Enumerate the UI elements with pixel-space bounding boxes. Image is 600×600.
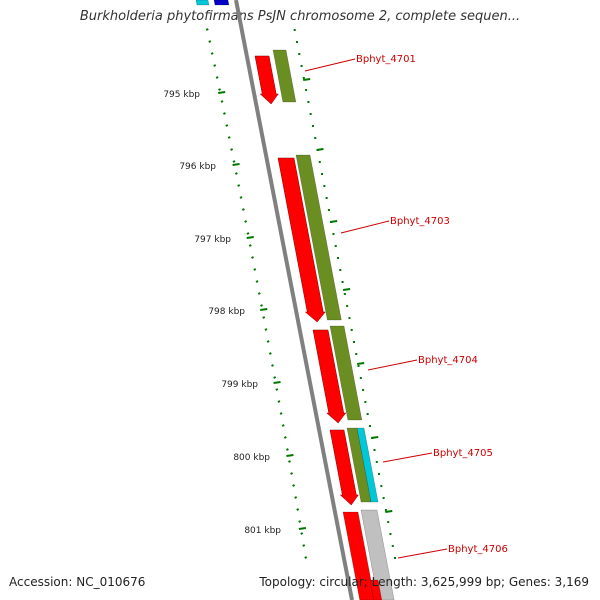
gene-features [195, 0, 395, 600]
minor-tick [292, 484, 296, 487]
minor-tick [208, 40, 212, 43]
gene-label-bphyt-4705[interactable]: Bphyt_4705 [433, 448, 493, 459]
minor-tick [244, 220, 248, 223]
minor-tick [246, 232, 250, 235]
minor-tick [222, 112, 226, 115]
minor-tick [279, 412, 283, 415]
minor-tick [251, 256, 254, 259]
major-tick [342, 288, 351, 291]
minor-tick [220, 100, 224, 103]
minor-tick [232, 160, 236, 163]
backbone-path [234, 0, 354, 600]
minor-tick [285, 448, 289, 451]
minor-tick [253, 268, 257, 271]
genome-summary-text: Topology: circular; Length: 3,625,999 bp… [259, 575, 589, 589]
major-tick [246, 236, 254, 239]
ruler-label-800: 800 kbp [233, 453, 270, 463]
ruler-label-799: 799 kbp [221, 380, 258, 390]
gene-arrow-bphyt-4703 [277, 157, 326, 323]
major-tick [385, 510, 393, 513]
feature-teal-top [195, 0, 210, 6]
gene-bar-bphyt-4706 [342, 511, 375, 600]
major-tick [298, 527, 307, 530]
ruler-label-798: 798 kbp [208, 307, 245, 317]
minor-tick [275, 388, 279, 391]
gene-arrow-bphyt-4701 [254, 55, 279, 105]
minor-tick [227, 136, 231, 139]
leader-line [367, 359, 418, 371]
accession-text: Accession: NC_010676 [9, 575, 146, 589]
major-tick [232, 163, 240, 166]
ruler-label-801: 801 kbp [244, 526, 281, 536]
gene-arrow-bphyt-4705 [329, 429, 359, 506]
minor-tick [288, 460, 291, 463]
minor-tick [283, 436, 287, 439]
minor-tick [281, 424, 285, 427]
feature-red-bottom [369, 579, 383, 600]
minor-tick [300, 532, 304, 535]
gene-label-bphyt-4703[interactable]: Bphyt_4703 [390, 216, 450, 227]
leader-line [397, 548, 448, 559]
leader-line [340, 220, 390, 234]
leader-line [382, 452, 433, 463]
minor-tick [262, 316, 266, 319]
minor-tick [266, 340, 270, 343]
minor-tick [294, 496, 298, 499]
leader-line [304, 58, 356, 72]
major-tick [273, 381, 281, 384]
minor-tick [248, 244, 252, 247]
major-tick [371, 436, 379, 439]
minor-tick [210, 52, 214, 55]
minor-tick [298, 520, 302, 523]
gene-label-bphyt-4706[interactable]: Bphyt_4706 [448, 544, 508, 555]
minor-tick [230, 148, 234, 151]
minor-tick [215, 76, 219, 79]
major-tick [316, 148, 324, 151]
minor-tick [225, 124, 229, 127]
minor-tick [205, 28, 209, 31]
minor-tick [241, 208, 245, 211]
ruler-ticks [205, 28, 397, 559]
feature-blue-top [213, 0, 230, 6]
minor-tick [234, 172, 238, 175]
major-tick [260, 308, 268, 311]
ruler-label-796: 796 kbp [179, 162, 216, 172]
gene-label-bphyt-4704[interactable]: Bphyt_4704 [418, 355, 478, 366]
minor-tick [277, 400, 281, 403]
gene-label-bphyt-4701[interactable]: Bphyt_4701 [356, 54, 416, 65]
minor-tick [271, 364, 274, 367]
minor-tick [257, 292, 261, 295]
major-tick [218, 91, 226, 94]
backbone-line [234, 0, 354, 600]
minor-tick [304, 556, 308, 559]
major-tick [303, 78, 311, 81]
cds-bar-bphyt-4704 [329, 325, 363, 421]
ruler-label-795: 795 kbp [163, 90, 200, 100]
feature-teal-bphyt-4705 [356, 427, 379, 503]
gene-arrow-bphyt-4704 [312, 329, 347, 424]
cds-bar-bphyt-4701 [272, 49, 297, 103]
minor-tick [255, 280, 259, 283]
minor-tick [218, 88, 222, 91]
minor-tick [268, 352, 272, 355]
major-tick [357, 362, 365, 365]
minor-tick [260, 304, 263, 307]
minor-tick [296, 508, 300, 511]
minor-tick [302, 544, 306, 547]
minor-tick [213, 64, 217, 67]
ruler-label-797: 797 kbp [194, 235, 231, 245]
map-title: Burkholderia phytofirmans PsJN chromosom… [79, 9, 521, 24]
minor-tick [237, 184, 241, 187]
minor-tick [264, 328, 268, 331]
minor-tick [239, 196, 243, 199]
label-leader-lines [304, 58, 448, 559]
major-tick [330, 220, 338, 223]
minor-tick [273, 376, 277, 379]
major-tick [286, 454, 294, 457]
cds-bar-bphyt-4703 [295, 154, 342, 321]
minor-tick [290, 472, 294, 475]
feature-grey-bphyt-4706 [360, 509, 395, 600]
